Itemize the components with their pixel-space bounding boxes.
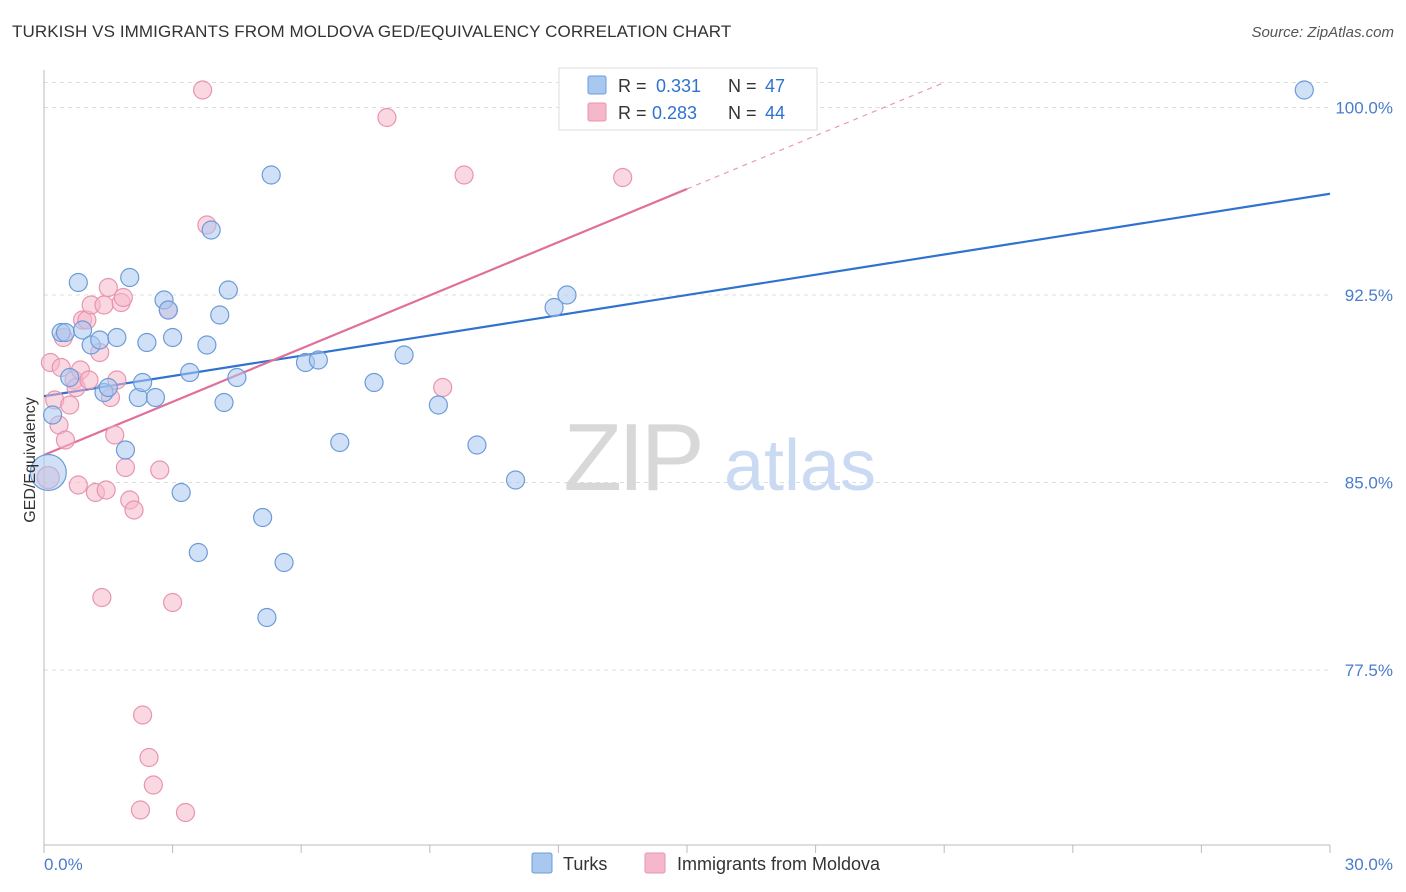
legend-r-value-turks: 0.331 — [656, 76, 701, 96]
turks-point — [201, 220, 221, 240]
source-label: Source: ZipAtlas.com — [1251, 24, 1394, 41]
turks-point — [55, 322, 76, 343]
turks-point — [158, 300, 178, 320]
turks-point — [257, 607, 277, 628]
moldova-point — [94, 295, 114, 315]
turks-point — [364, 372, 384, 393]
legend-n-value-moldova: 44 — [765, 103, 785, 123]
moldova-trend-line — [43, 187, 688, 457]
moldova-point — [68, 475, 88, 495]
turks-point — [227, 367, 247, 388]
turks-point — [214, 392, 234, 413]
chart-title: TURKISH VS IMMIGRANTS FROM MOLDOVA GED/E… — [12, 22, 732, 41]
turks-point — [120, 267, 140, 288]
turks-points — [29, 80, 1314, 628]
moldova-point — [115, 457, 136, 478]
turks-point — [180, 362, 200, 383]
turks-point — [274, 552, 294, 573]
moldova-point — [193, 80, 213, 100]
moldova-point — [55, 430, 76, 450]
turks-point — [557, 285, 577, 305]
turks-point — [68, 272, 88, 293]
moldova-point — [433, 377, 453, 398]
y-tick-label: 85.0% — [1345, 474, 1393, 493]
turks-point — [115, 440, 136, 460]
moldova-point — [96, 480, 116, 500]
legend-n-label-turks: N = — [728, 76, 757, 96]
moldova-point — [105, 425, 125, 445]
turks-point — [72, 320, 93, 340]
turks-point — [137, 332, 157, 353]
moldova-trend-line-extension — [686, 81, 945, 190]
stats-legend: R = 0.331 N = 47 R = 0.283 N = 44 — [558, 67, 818, 131]
moldova-point — [175, 802, 196, 823]
legend-swatch-turks — [587, 75, 607, 95]
turks-trend-line — [43, 192, 1331, 398]
turks-point — [467, 435, 487, 455]
axes: 77.5% 85.0% 92.5% 100.0% — [43, 70, 1393, 853]
y-tick-label: 92.5% — [1345, 286, 1393, 305]
legend-r-value-moldova: 0.283 — [652, 103, 697, 123]
legend-r-label-moldova: R = — [618, 103, 647, 123]
turks-point — [145, 387, 166, 408]
moldova-point — [377, 107, 397, 128]
moldova-point — [113, 287, 133, 308]
turks-point — [188, 542, 208, 563]
turks-point — [29, 453, 67, 492]
moldova-point — [454, 165, 474, 185]
turks-point — [42, 405, 63, 425]
turks-point — [90, 330, 110, 350]
turks-point — [218, 280, 238, 300]
turks-point — [132, 372, 153, 393]
turks-point — [163, 327, 183, 348]
legend-r-label-turks: R = — [618, 76, 647, 96]
legend-n-value-turks: 47 — [765, 76, 785, 96]
turks-point — [261, 165, 281, 185]
turks-point — [98, 377, 118, 398]
moldova-point — [124, 500, 144, 520]
moldova-point — [130, 800, 151, 820]
bottom-legend-label-turks: Turks — [563, 854, 607, 874]
turks-point — [428, 395, 448, 415]
moldova-point — [60, 395, 80, 415]
turks-point — [60, 367, 80, 388]
turks-point — [505, 470, 526, 490]
moldova-point — [150, 460, 170, 480]
x-tick-label-max: 30.0% — [1345, 855, 1393, 874]
moldova-point — [613, 167, 633, 188]
turks-point — [394, 345, 414, 365]
watermark-zip: ZIP — [563, 404, 700, 511]
y-axis-label: GED/Equivalency — [22, 397, 39, 522]
bottom-legend-swatch-moldova — [644, 852, 666, 874]
turks-point — [197, 335, 217, 355]
trend-lines — [43, 81, 1331, 457]
legend-n-label-moldova: N = — [728, 103, 757, 123]
moldova-point — [79, 370, 99, 390]
y-tick-label: 100.0% — [1335, 99, 1393, 118]
x-tick-label-min: 0.0% — [44, 855, 83, 874]
moldova-point — [132, 705, 153, 725]
turks-point — [107, 327, 127, 348]
moldova-point — [143, 775, 163, 795]
turks-point — [253, 507, 273, 528]
y-tick-label: 77.5% — [1345, 661, 1393, 680]
turks-point — [308, 350, 328, 370]
series-legend: Turks Immigrants from Moldova — [531, 852, 881, 874]
legend-swatch-moldova — [587, 102, 607, 122]
turks-point — [171, 482, 191, 503]
turks-point — [1294, 80, 1314, 100]
moldova-point — [98, 277, 118, 298]
turks-point — [210, 305, 230, 325]
turks-point — [544, 297, 564, 318]
bottom-legend-label-moldova: Immigrants from Moldova — [677, 854, 881, 874]
moldova-point — [92, 587, 112, 608]
watermark: ZIP atlas — [563, 404, 876, 511]
bottom-legend-swatch-turks — [531, 852, 553, 874]
turks-point — [330, 432, 350, 453]
moldova-point — [139, 747, 159, 768]
watermark-atlas: atlas — [724, 426, 876, 506]
moldova-point — [163, 592, 183, 613]
